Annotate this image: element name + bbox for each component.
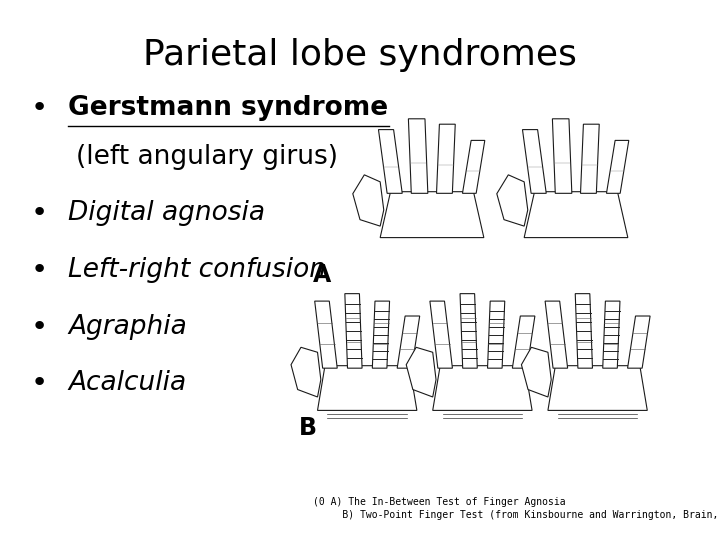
Polygon shape [575,294,593,368]
Text: •: • [31,94,48,122]
Polygon shape [372,301,390,368]
Polygon shape [433,366,532,410]
Polygon shape [408,119,428,193]
Text: Left-right confusion: Left-right confusion [68,257,326,283]
Text: B) Two-Point Finger Test (from Kinsbourne and Warrington, Brain, 1962): B) Two-Point Finger Test (from Kinsbourn… [313,510,720,521]
Polygon shape [606,140,629,193]
Polygon shape [460,294,477,368]
Polygon shape [545,301,567,368]
Polygon shape [523,130,546,193]
Polygon shape [628,316,650,368]
Text: Digital agnosia: Digital agnosia [68,200,266,226]
Polygon shape [436,124,455,193]
Text: •: • [31,313,48,341]
Polygon shape [552,119,572,193]
Text: B: B [299,416,317,440]
Text: Acalculia: Acalculia [68,370,186,396]
Polygon shape [521,347,552,397]
Text: A: A [313,264,331,287]
Polygon shape [513,316,535,368]
Text: (left angulary girus): (left angulary girus) [76,144,338,170]
Polygon shape [345,294,362,368]
Polygon shape [291,347,321,397]
Text: (0 A) The In-Between Test of Finger Agnosia: (0 A) The In-Between Test of Finger Agno… [313,497,566,507]
Polygon shape [487,301,505,368]
Text: Agraphia: Agraphia [68,314,187,340]
Text: •: • [31,256,48,284]
Text: Parietal lobe syndromes: Parietal lobe syndromes [143,38,577,72]
Polygon shape [318,366,417,410]
Polygon shape [524,192,628,238]
Polygon shape [397,316,420,368]
Polygon shape [406,347,436,397]
Polygon shape [580,124,599,193]
Polygon shape [315,301,337,368]
Polygon shape [353,175,384,226]
Polygon shape [497,175,528,226]
Polygon shape [548,366,647,410]
Text: Gerstmann syndrome: Gerstmann syndrome [68,95,389,121]
Polygon shape [379,130,402,193]
Text: •: • [31,199,48,227]
Polygon shape [380,192,484,238]
Polygon shape [462,140,485,193]
Text: •: • [31,369,48,397]
Polygon shape [603,301,620,368]
Polygon shape [430,301,452,368]
